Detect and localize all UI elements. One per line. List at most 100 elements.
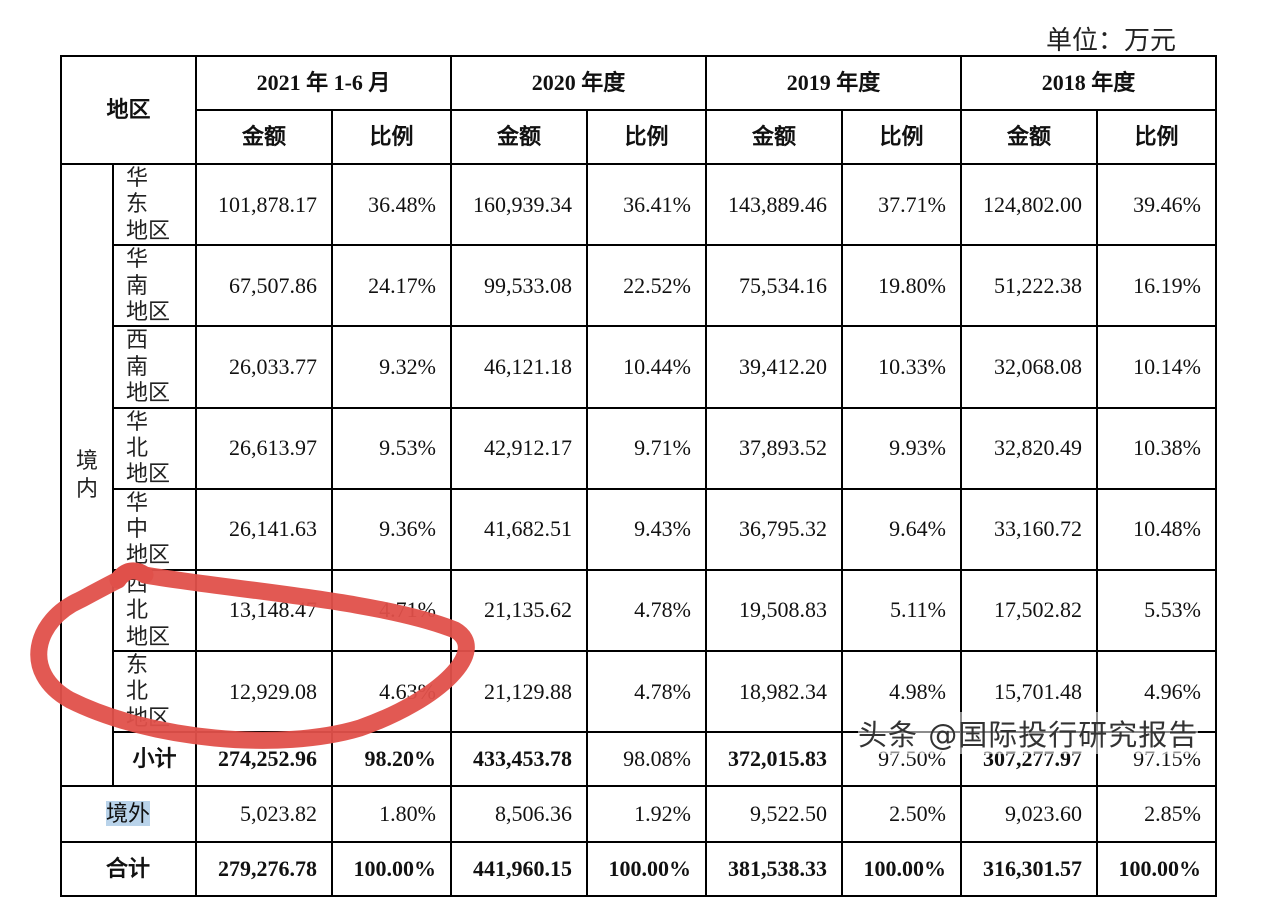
region-name-bottom: 地区 [126,704,171,730]
ratio-cell: 100.00% [586,841,707,897]
amount-cell: 8,506.36 [450,785,588,844]
region-name-bottom: 地区 [126,380,171,406]
ratio-cell: 100.00% [1096,841,1217,897]
unit-label: 单位：万元 [1046,26,1177,55]
ratio-cell: 9.43% [586,487,707,571]
region-name-bottom: 地区 [126,217,171,243]
amount-cell: 37,893.52 [705,406,843,490]
region-name-top: 东 北 [126,652,159,704]
region-name: 东 北地区 [112,650,197,734]
amount-cell: 32,068.08 [960,325,1098,409]
ratio-cell: 10.33% [841,325,962,409]
ratio-cell: 37.71% [841,162,962,247]
selected-text-highlight[interactable]: 境外 [106,801,151,827]
amount-cell: 32,820.49 [960,406,1098,490]
region-header: 地区 [60,55,197,165]
ratio-cell: 2.50% [841,785,962,844]
ratio-cell: 5.53% [1096,568,1217,653]
ratio-cell: 10.14% [1096,325,1217,409]
amount-cell: 41,682.51 [450,487,588,571]
amount-cell: 42,912.17 [450,406,588,490]
ratio-cell: 9.64% [841,487,962,571]
region-name: 华 东地区 [112,162,197,247]
ratio-cell: 10.44% [586,325,707,409]
amount-cell: 316,301.57 [960,841,1098,897]
ratio-cell: 22.52% [586,244,707,328]
period-header-2020: 2020 年度 [450,55,707,111]
amount-cell: 160,939.34 [450,162,588,247]
table-row: 境 内 华 东地区 101,878.17 36.48% 160,939.34 3… [60,162,1217,788]
ratio-cell: 4.78% [586,650,707,734]
amount-header: 金额 [450,109,588,165]
amount-header: 金额 [705,109,843,165]
amount-cell: 33,160.72 [960,487,1098,571]
amount-cell: 21,129.88 [450,650,588,734]
region-name-top: 华 北 [126,408,159,460]
ratio-cell: 1.80% [331,785,452,844]
ratio-cell: 19.80% [841,244,962,328]
region-name-top: 西 北 [126,570,159,623]
watermark: 头条 @国际投行研究报告 [858,712,1199,754]
amount-cell: 143,889.46 [705,162,843,247]
amount-cell: 46,121.18 [450,325,588,409]
amount-cell: 279,276.78 [195,841,333,897]
amount-cell: 67,507.86 [195,244,333,328]
region-name-bottom: 地区 [126,623,171,649]
ratio-cell: 9.32% [331,325,452,409]
amount-cell: 5,023.82 [195,785,333,844]
amount-cell: 19,508.83 [705,568,843,653]
ratio-cell: 9.93% [841,406,962,490]
region-name-top: 华 东 [126,165,159,217]
ratio-header: 比例 [586,109,707,165]
total-label: 合计 [60,841,197,897]
region-name: 西 南地区 [112,325,197,409]
amount-cell: 9,522.50 [705,785,843,844]
ratio-cell: 100.00% [841,841,962,897]
amount-cell: 274,252.96 [195,731,333,788]
amount-header: 金额 [195,109,333,165]
amount-cell: 124,802.00 [960,162,1098,247]
region-name-top: 西 南 [126,327,159,379]
ratio-header: 比例 [1096,109,1217,165]
ratio-cell: 98.08% [586,731,707,788]
region-name: 华 中地区 [112,487,197,571]
domestic-label-bottom: 内 [75,476,98,502]
amount-cell: 36,795.32 [705,487,843,571]
amount-cell: 39,412.20 [705,325,843,409]
revenue-by-region-table: 地区 2021 年 1-6 月 2020 年度 2019 年度 2018 年度 … [60,55,1217,897]
ratio-cell: 1.92% [586,785,707,844]
table-row: 华 中地区 26,141.63 9.36% 41,682.51 9.43% 36… [61,487,1217,571]
ratio-cell: 9.53% [331,406,452,490]
domestic-label: 境 内 [60,162,114,788]
table-row: 西 北地区 13,148.47 4.71% 21,135.62 4.78% 19… [61,568,1217,653]
amount-header: 金额 [960,109,1098,165]
amount-cell: 26,033.77 [195,325,333,409]
ratio-cell: 9.36% [331,487,452,571]
amount-cell: 26,613.97 [195,406,333,490]
region-name-bottom: 地区 [126,298,171,324]
ratio-cell: 16.19% [1096,244,1217,328]
domestic-label-top: 境 [75,447,98,473]
ratio-cell: 98.20% [331,731,452,788]
region-name: 华 北地区 [112,406,197,490]
amount-cell: 17,502.82 [960,568,1098,653]
amount-cell: 12,929.08 [195,650,333,734]
ratio-cell: 36.41% [586,162,707,247]
amount-cell: 26,141.63 [195,487,333,571]
amount-cell: 433,453.78 [450,731,588,788]
ratio-cell: 100.00% [331,841,452,897]
table-row: 西 南地区 26,033.77 9.32% 46,121.18 10.44% 3… [61,325,1217,409]
total-row: 合计 279,276.78 100.00% 441,960.15 100.00%… [60,841,1217,897]
amount-cell: 372,015.83 [705,731,843,788]
period-header-2018: 2018 年度 [960,55,1217,111]
header-row-metrics: 金额 比例 金额 比例 金额 比例 金额 比例 [61,109,1217,165]
region-name-top: 华 南 [126,246,159,298]
ratio-cell: 39.46% [1096,162,1217,247]
ratio-cell: 4.71% [331,568,452,653]
amount-cell: 9,023.60 [960,785,1098,844]
amount-cell: 441,960.15 [450,841,588,897]
ratio-cell: 5.11% [841,568,962,653]
ratio-cell: 4.63% [331,650,452,734]
ratio-cell: 24.17% [331,244,452,328]
table-row: 华 北地区 26,613.97 9.53% 42,912.17 9.71% 37… [61,406,1217,490]
